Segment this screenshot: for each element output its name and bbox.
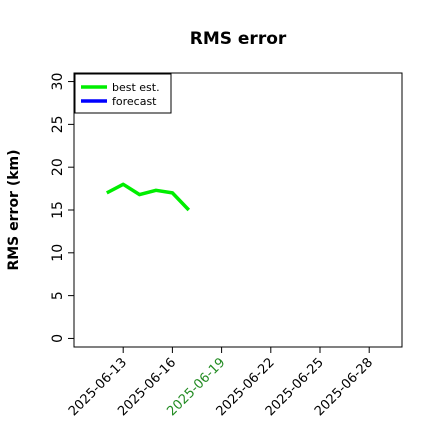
y-tick-label: 25 <box>50 115 66 133</box>
y-tick-label: 20 <box>50 158 66 176</box>
chart-title: RMS error <box>190 29 287 49</box>
y-tick-label: 30 <box>50 73 66 91</box>
legend-label-best-est: best est. <box>112 81 160 94</box>
y-tick-label: 15 <box>50 201 66 219</box>
legend: best est. forecast <box>74 73 172 114</box>
y-tick-label: 5 <box>50 291 66 300</box>
y-tick-label: 10 <box>50 244 66 262</box>
plot-frame <box>73 72 403 348</box>
y-tick-label: 0 <box>50 334 66 343</box>
series-layer <box>105 182 191 212</box>
y-axis-label: RMS error (km) <box>6 149 22 270</box>
y-axis-ticks: 0 5 10 15 20 25 30 <box>50 73 74 343</box>
series-line-best-est <box>105 182 191 212</box>
legend-box <box>74 73 172 114</box>
x-axis-ticks: 2025-06-132025-06-162025-06-192025-06-22… <box>66 347 376 419</box>
legend-label-forecast: forecast <box>112 95 157 108</box>
